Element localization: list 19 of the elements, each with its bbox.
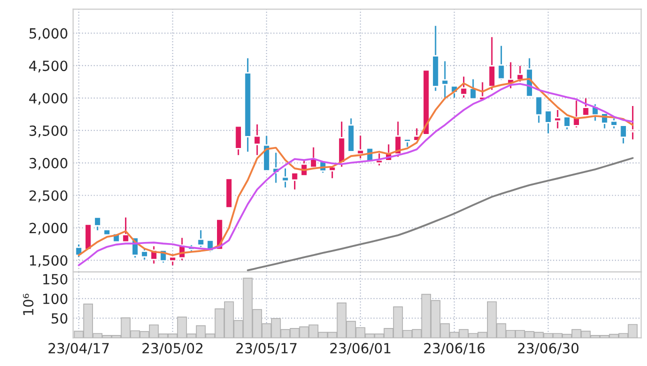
x-tick-label: 23/04/17 (48, 342, 109, 355)
y-tick-label: 1,500 (30, 255, 68, 268)
y-tick-label: 50 (52, 313, 68, 324)
y-axis-title: 10⁶ (22, 294, 34, 315)
line-series (246, 157, 634, 272)
x-tick-label: 23/06/01 (330, 342, 390, 355)
y-tick-label: 3,000 (30, 158, 68, 170)
x-tick-label: 23/06/30 (518, 342, 578, 355)
x-tick-label: 23/06/16 (424, 342, 485, 355)
y-tick-label: 4,000 (29, 93, 68, 105)
y-tick-label: 100 (43, 294, 68, 304)
y-tick-label: 5,000 (30, 28, 68, 40)
y-tick-label: 150 (43, 274, 68, 284)
y-tick-label: 3,500 (30, 125, 68, 138)
y-tick-label: 2,500 (30, 190, 68, 202)
x-tick-label: 23/05/17 (236, 342, 297, 355)
y-tick-label: 2,000 (30, 222, 68, 235)
x-tick-label: 23/05/02 (142, 342, 202, 355)
y-tick-label: 4,500 (29, 60, 68, 72)
